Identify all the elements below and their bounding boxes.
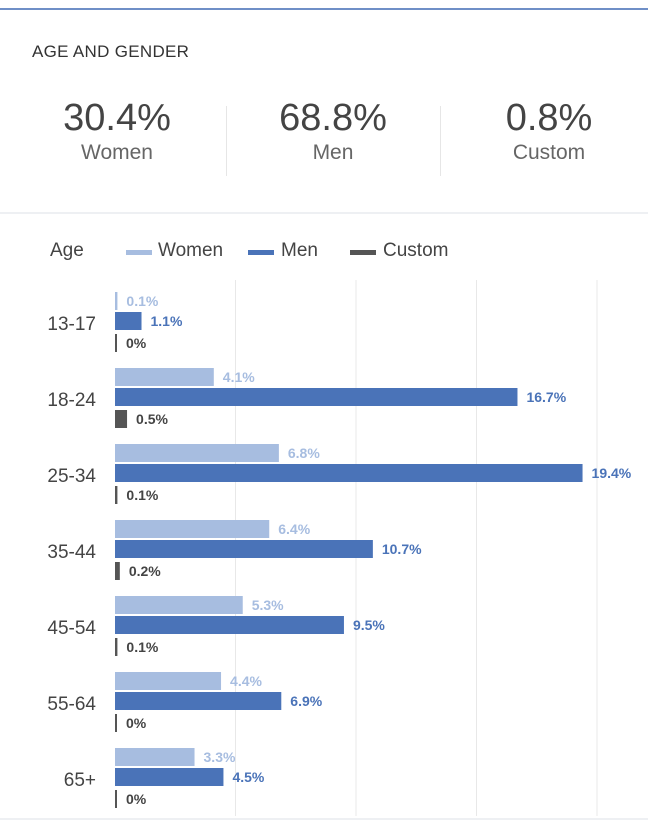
data-label-custom: 0.5% (136, 411, 168, 427)
women-stat: 30.4% Women (17, 96, 217, 166)
bar-women (115, 520, 270, 538)
women-label: Women (81, 141, 153, 164)
legend-swatch-men (248, 250, 274, 255)
bar-custom (115, 410, 128, 428)
age-group-label: 25-34 (47, 466, 96, 487)
bar-women (115, 748, 195, 766)
summary-stats: 30.4% Women 68.8% Men 0.8% Custom (0, 96, 648, 186)
legend-women: Women (158, 240, 224, 261)
women-percent: 30.4% (63, 97, 171, 139)
data-label-custom: 0% (126, 715, 147, 731)
bar-custom (115, 638, 118, 656)
data-label-men: 4.5% (232, 769, 264, 785)
data-label-custom: 0% (126, 791, 147, 807)
data-label-men: 6.9% (290, 693, 322, 709)
bar-women (115, 596, 243, 614)
legend-men: Men (281, 240, 318, 261)
data-label-men: 10.7% (382, 541, 422, 557)
men-percent: 68.8% (279, 97, 387, 139)
data-label-men: 19.4% (592, 465, 632, 481)
custom-stat: 0.8% Custom (449, 96, 648, 166)
custom-label: Custom (512, 141, 586, 164)
data-label-women: 4.4% (230, 673, 262, 689)
top-divider (0, 8, 648, 10)
data-label-men: 9.5% (353, 617, 385, 633)
custom-percent: 0.8% (505, 97, 593, 139)
age-axis-label: Age (50, 240, 84, 261)
bar-men (115, 464, 583, 482)
data-label-custom: 0% (126, 335, 147, 351)
men-stat: 68.8% Men (233, 96, 433, 166)
summary-divider (0, 212, 648, 214)
bottom-divider (0, 818, 648, 820)
bar-women (115, 444, 279, 462)
bar-custom (115, 486, 118, 504)
bar-custom (115, 334, 117, 352)
data-label-women: 0.1% (126, 293, 158, 309)
data-label-women: 6.8% (288, 445, 320, 461)
age-group-label: 13-17 (47, 314, 96, 335)
age-group-label: 18-24 (47, 390, 96, 411)
data-label-men: 16.7% (526, 389, 566, 405)
bar-men (115, 692, 282, 710)
age-gender-bar-chart: 13-170.1%1.1%0%18-244.1%16.7%0.5%25-346.… (47, 280, 632, 816)
bar-custom (115, 714, 117, 732)
legend-swatch-custom (350, 250, 376, 255)
stat-divider (226, 106, 227, 176)
men-label: Men (312, 141, 354, 164)
data-label-custom: 0.1% (126, 487, 158, 503)
section-title: AGE AND GENDER (32, 42, 190, 61)
data-label-men: 1.1% (151, 313, 183, 329)
stat-divider (440, 106, 441, 176)
age-group-label: 65+ (64, 770, 96, 791)
bar-custom (115, 790, 117, 808)
age-group-label: 55-64 (47, 694, 96, 715)
bar-men (115, 312, 142, 330)
bar-men (115, 768, 224, 786)
data-label-custom: 0.1% (126, 639, 158, 655)
bar-men (115, 540, 373, 558)
bar-men (115, 616, 344, 634)
bar-custom (115, 562, 120, 580)
age-group-label: 35-44 (47, 542, 96, 563)
data-label-women: 4.1% (223, 369, 255, 385)
data-label-women: 3.3% (204, 749, 236, 765)
bar-women (115, 368, 214, 386)
age-group-label: 45-54 (47, 618, 96, 639)
legend-swatch-women (126, 250, 152, 255)
bar-men (115, 388, 518, 406)
data-label-custom: 0.2% (129, 563, 161, 579)
legend-custom: Custom (383, 240, 449, 261)
bar-women (115, 672, 222, 690)
data-label-women: 6.4% (278, 521, 310, 537)
bar-women (115, 292, 118, 310)
chart-legend: Age Women Men Custom (0, 238, 648, 266)
data-label-women: 5.3% (252, 597, 284, 613)
